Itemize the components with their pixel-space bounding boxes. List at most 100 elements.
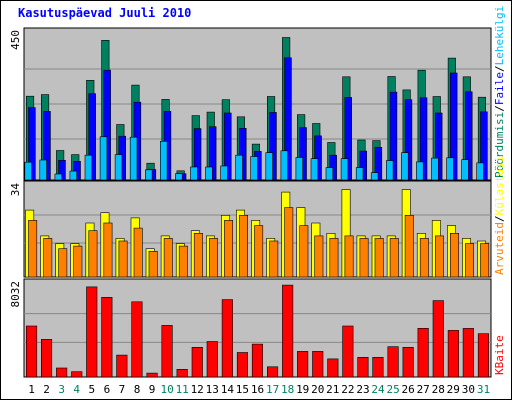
- bar-lehekülgi-day-1: [24, 161, 32, 181]
- bar-failе-day-2: [43, 111, 51, 181]
- bar-failе-day-17: [269, 112, 277, 181]
- x-tick-label-day-26: 26: [401, 383, 414, 396]
- bar-failе-day-28: [434, 112, 443, 181]
- bar-arvuteid-day-29: [449, 233, 459, 278]
- bar-kbaite-day-13: [206, 341, 218, 378]
- x-tick-label-day-25: 25: [386, 383, 399, 396]
- bar-arvuteid-day-17: [269, 240, 279, 278]
- bar-kbaite-day-27: [417, 327, 429, 378]
- legend-arvuteid: Arvuteid: [493, 222, 506, 275]
- bar-arvuteid-day-15: [239, 215, 248, 278]
- bar-kbaite-day-16: [251, 343, 263, 378]
- bar-lehekülgi-day-17: [265, 152, 273, 181]
- x-tick-label-day-29: 29: [447, 383, 460, 396]
- bar-arvuteid-day-21: [329, 238, 339, 278]
- bar-failе-day-31: [480, 111, 488, 181]
- chart-panels: 450Pöördumisi/Failе/Lehekülgi34Arvuteid/…: [9, 6, 506, 378]
- bar-lehekülgi-day-8: [129, 136, 138, 181]
- bar-kbaite-day-30: [462, 328, 474, 378]
- bar-arvuteid-day-25: [389, 238, 399, 278]
- series-legend: Arvuteid/Külastusi: [493, 156, 506, 275]
- legend-külastusi: Külastusi: [493, 156, 506, 216]
- bar-failе-day-26: [404, 99, 413, 181]
- bar-failе-day-20: [314, 135, 322, 181]
- legend-separator: /: [493, 65, 506, 72]
- chart-title: Kasutuspäevad Juuli 2010: [18, 6, 191, 20]
- x-tick-label-day-10: 10: [160, 383, 173, 396]
- bar-arvuteid-day-23: [359, 238, 369, 278]
- bar-kbaite-day-5: [86, 286, 98, 378]
- bar-kbaite-day-1: [25, 325, 38, 378]
- bar-lehekülgi-day-26: [401, 152, 409, 181]
- x-tick-label-day-13: 13: [206, 383, 219, 396]
- legend-kbaite: KBaite: [493, 335, 506, 375]
- bar-arvuteid-day-26: [404, 215, 414, 278]
- bar-lehekülgi-day-9: [145, 169, 153, 181]
- bar-arvuteid-day-11: [178, 245, 188, 278]
- bar-lehekülgi-day-24: [370, 172, 379, 181]
- x-tick-label-day-14: 14: [221, 383, 235, 396]
- bar-failе-day-6: [103, 69, 111, 181]
- bar-arvuteid-day-4: [73, 245, 83, 278]
- series-legend: KBaite: [493, 335, 506, 375]
- legend-lehekülgi: Lehekülgi: [493, 6, 506, 66]
- bar-kbaite-day-9: [146, 372, 158, 378]
- bar-failе-day-27: [419, 97, 428, 181]
- bar-kbaite-day-10: [161, 325, 173, 378]
- bar-arvuteid-day-22: [344, 235, 354, 278]
- x-tick-label-day-6: 6: [104, 383, 111, 396]
- bar-failе-day-18: [284, 57, 292, 181]
- bar-lehekülgi-day-20: [310, 158, 319, 181]
- bar-lehekülgi-day-15: [235, 154, 243, 181]
- bar-failе-day-13: [209, 126, 217, 181]
- bar-arvuteid-day-27: [419, 238, 429, 278]
- x-tick-label-day-9: 9: [149, 383, 156, 396]
- bar-arvuteid-day-30: [465, 243, 474, 278]
- bar-arvuteid-day-5: [88, 230, 98, 278]
- bar-arvuteid-day-9: [148, 251, 158, 278]
- bar-arvuteid-day-1: [28, 220, 38, 278]
- bar-failе-day-5: [88, 93, 96, 181]
- x-tick-label-day-4: 4: [73, 383, 80, 396]
- bar-lehekülgi-day-7: [114, 154, 123, 181]
- x-tick-label-day-21: 21: [326, 383, 339, 396]
- x-tick-label-day-28: 28: [432, 383, 445, 396]
- bar-failе-day-4: [73, 161, 81, 181]
- x-tick-label-day-15: 15: [236, 383, 249, 396]
- legend-separator: /: [493, 105, 506, 112]
- bar-kbaite-day-25: [387, 346, 399, 378]
- bar-lehekülgi-day-23: [355, 167, 364, 181]
- x-tick-label-day-7: 7: [119, 383, 126, 396]
- x-tick-label-day-5: 5: [88, 383, 95, 396]
- bar-failе-day-19: [299, 127, 307, 181]
- bar-kbaite-day-29: [447, 330, 459, 378]
- bar-arvuteid-day-14: [224, 220, 233, 278]
- bar-arvuteid-day-12: [193, 233, 203, 278]
- x-tick-label-day-8: 8: [134, 383, 141, 396]
- bar-arvuteid-day-16: [254, 225, 264, 278]
- chart-panel-3: 8032 KBaite: [9, 278, 506, 378]
- bar-kbaite-day-20: [312, 351, 324, 378]
- bar-kbaite-day-15: [236, 352, 248, 378]
- bar-failе-day-30: [465, 91, 473, 181]
- bar-lehekülgi-day-22: [340, 158, 349, 181]
- bar-lehekülgi-day-18: [280, 150, 288, 181]
- bar-kbaite-day-7: [116, 354, 128, 378]
- bar-lehekülgi-day-10: [160, 141, 168, 181]
- series-legend: Pöördumisi/Failе/Lehekülgi: [493, 6, 506, 178]
- bar-arvuteid-day-20: [314, 235, 324, 278]
- bar-kbaite-day-19: [297, 351, 309, 378]
- bar-lehekülgi-day-29: [446, 157, 454, 181]
- bar-arvuteid-day-19: [299, 225, 309, 278]
- bar-lehekülgi-day-11: [175, 173, 183, 181]
- chart-panel-2: 34 Arvuteid/Külastusi: [9, 156, 506, 278]
- bar-kbaite-day-31: [477, 333, 490, 378]
- x-tick-label-day-23: 23: [356, 383, 369, 396]
- bar-arvuteid-day-7: [118, 240, 128, 278]
- bar-kbaite-day-18: [282, 284, 294, 378]
- bar-failе-day-14: [224, 112, 232, 181]
- x-tick-label-day-12: 12: [191, 383, 204, 396]
